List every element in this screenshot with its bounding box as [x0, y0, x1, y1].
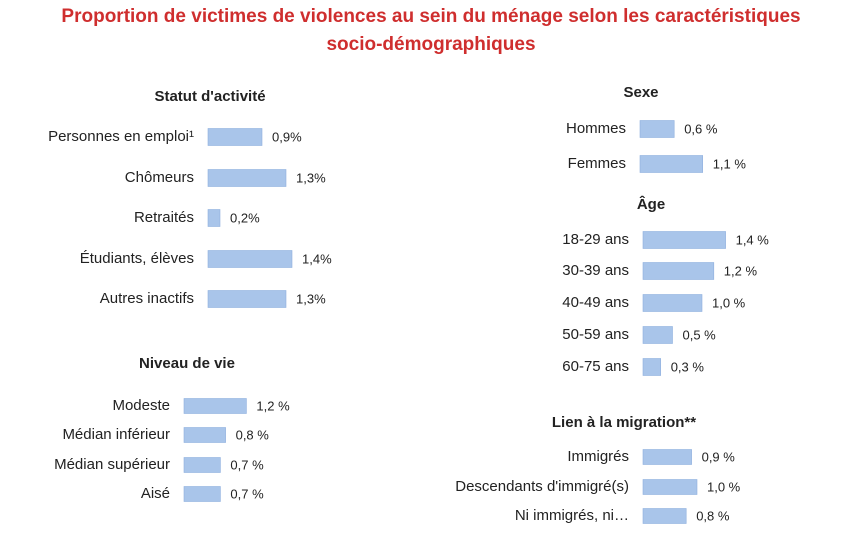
value-label: 1,0 % [712, 295, 746, 310]
value-label: 1,3% [296, 291, 326, 306]
bar [642, 358, 662, 376]
category-label: 30-39 ans [562, 262, 629, 279]
category-label: Médian inférieur [62, 426, 170, 443]
category-label: 40-49 ans [562, 294, 629, 311]
bar [642, 508, 687, 524]
value-label: 0,2% [230, 210, 260, 225]
category-label: Retraités [134, 209, 194, 226]
value-label: 1,4 % [736, 232, 770, 247]
category-label: Autres inactifs [100, 290, 194, 307]
category-label: 50-59 ans [562, 326, 629, 343]
value-label: 0,7 % [230, 457, 264, 472]
category-label: Ni immigrés, ni… [515, 507, 629, 524]
bar [642, 449, 692, 465]
panel-title: Sexe [623, 84, 658, 101]
panel-title: Âge [637, 195, 665, 213]
bar [183, 398, 247, 414]
value-label: 1,4% [302, 251, 332, 266]
value-label: 0,6 % [684, 121, 718, 136]
bar [642, 231, 726, 249]
category-label: Hommes [566, 120, 626, 137]
category-label: Étudiants, élèves [80, 250, 194, 267]
category-label: Immigrés [567, 448, 629, 465]
panel-title: Niveau de vie [139, 355, 235, 372]
bar [642, 479, 698, 495]
bar [639, 155, 704, 173]
category-label: Personnes en emploi¹ [48, 128, 194, 145]
category-label: 18-29 ans [562, 231, 629, 248]
bar [183, 427, 226, 443]
category-label: Médian supérieur [54, 456, 170, 473]
panel-title: Statut d'activité [154, 88, 265, 105]
value-label: 0,5 % [683, 327, 717, 342]
value-label: 1,2 % [724, 263, 758, 278]
value-label: 1,0 % [707, 479, 741, 494]
panel-title: Lien à la migration** [552, 414, 696, 431]
value-label: 0,3 % [671, 359, 705, 374]
chart-title-continued: socio-démographiques [326, 34, 535, 55]
value-label: 0,8 % [236, 427, 270, 442]
category-label: Aisé [141, 485, 170, 502]
category-label: Femmes [568, 155, 626, 172]
category-label: Chômeurs [125, 169, 194, 186]
bar [207, 169, 287, 187]
category-label: 60-75 ans [562, 358, 629, 375]
value-label: 0,9 % [702, 449, 736, 464]
bar [642, 262, 715, 280]
chart-title: Proportion de victimes de violences au s… [61, 6, 800, 27]
bar [207, 290, 287, 308]
value-label: 1,3% [296, 170, 326, 185]
bar [642, 294, 703, 312]
bar [207, 209, 221, 227]
bar [642, 326, 673, 344]
value-label: 1,1 % [713, 156, 747, 171]
category-label: Modeste [112, 397, 170, 414]
value-label: 0,7 % [230, 486, 264, 501]
bar [183, 486, 221, 502]
value-label: 0,8 % [696, 508, 730, 523]
bar [207, 250, 293, 268]
value-label: 1,2 % [256, 398, 290, 413]
bar [639, 120, 675, 138]
value-label: 0,9% [272, 129, 302, 144]
bar [207, 128, 263, 146]
category-label: Descendants d'immigré(s) [455, 478, 629, 495]
bar [183, 457, 221, 473]
